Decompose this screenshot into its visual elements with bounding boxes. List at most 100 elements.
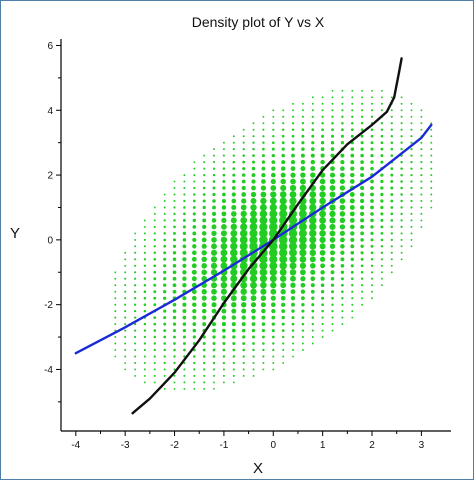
scatter-point [390,232,393,235]
scatter-point [331,102,334,105]
scatter-point [191,276,197,282]
scatter-point [213,381,215,384]
scatter-point [153,290,157,294]
scatter-point [270,178,276,185]
scatter-point [231,204,237,211]
scatter-point [350,250,355,255]
scatter-point [242,128,245,131]
scatter-point [282,109,285,112]
scatter-point [320,283,325,288]
scatter-point [309,197,317,205]
scatter-point [298,229,307,238]
scatter-point [240,288,247,295]
scatter-point [370,225,374,229]
scatter-point [182,302,187,307]
scatter-point [371,89,373,92]
scatter-point [240,204,247,211]
scatter-point [221,205,227,210]
scatter-point [380,96,383,99]
scatter-point [143,381,146,384]
scatter-point [279,203,288,212]
scatter-point [232,167,236,170]
scatter-point [182,342,186,345]
scatter-point [390,225,394,229]
scatter-point [249,235,258,245]
scatter-point [143,361,146,365]
scatter-point [390,193,394,196]
scatter-point [213,387,215,390]
scatter-point [251,185,256,191]
scatter-point [269,275,277,283]
scatter-point [390,173,394,177]
scatter-point [259,261,268,270]
scatter-point [143,251,146,254]
scatter-point [271,166,276,171]
scatter-point [153,270,157,274]
scatter-point [272,368,275,371]
scatter-point [250,204,257,211]
scatter-point [222,148,225,151]
scatter-point [290,296,296,301]
scatter-point [143,232,146,235]
scatter-point [222,173,226,177]
scatter-point [380,212,384,216]
x-tick-label: -4 [71,440,80,451]
scatter-point [211,211,217,216]
scatter-point [380,89,383,92]
scatter-point [133,316,137,319]
scatter-point [299,255,307,263]
scatter-point [289,262,297,270]
scatter-point [124,303,127,306]
scatter-point [222,328,226,333]
scatter-point [242,348,245,352]
scatter-point [390,115,393,118]
scatter-point [360,231,364,236]
scatter-point [250,295,257,302]
scatter-point [124,290,127,293]
scatter-point [231,308,237,314]
scatter-point [291,122,295,125]
scatter-point [301,128,305,131]
scatter-point [211,224,217,230]
scatter-point [340,134,344,138]
scatter-point [360,115,364,118]
scatter-point [270,172,276,178]
scatter-point [173,219,176,222]
scatter-point [163,361,166,365]
scatter-point [153,232,156,235]
scatter-point [339,185,346,191]
scatter-point [232,135,235,138]
scatter-point [420,109,423,112]
scatter-point [390,122,393,125]
scatter-point [281,329,285,332]
scatter-point [269,209,278,218]
scatter-point [222,160,226,164]
scatter-point [202,212,206,216]
scatter-point [390,258,393,261]
scatter-point [231,322,236,327]
scatter-point [360,173,365,178]
scatter-point [321,329,324,332]
scatter-point [203,381,206,384]
scatter-point [390,219,394,222]
scatter-point [271,147,275,151]
scatter-point [173,387,176,390]
scatter-point [124,297,127,300]
scatter-point [329,237,336,243]
scatter-point [319,210,327,218]
scatter-point [163,206,166,209]
scatter-point [272,115,275,118]
scatter-point [203,174,206,177]
scatter-point [280,166,286,171]
scatter-point [251,179,256,184]
scatter-point [201,295,207,301]
y-tick-label: 6 [47,41,53,52]
scatter-point [172,276,177,281]
scatter-point [331,303,334,306]
scatter-point [380,141,384,145]
scatter-point [261,160,266,164]
scatter-point [259,210,268,218]
scatter-point [240,295,247,302]
scatter-point [260,197,267,205]
scatter-point [311,102,314,105]
